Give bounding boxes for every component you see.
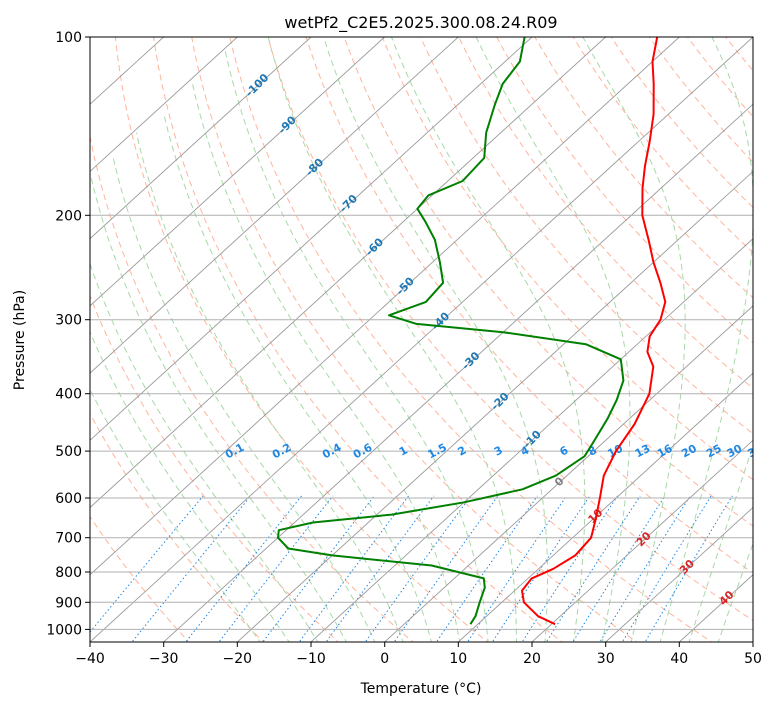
isotherm bbox=[604, 506, 753, 642]
y-axis-ticks: 100 200 300 400 500 600 700 800 900 1000 bbox=[46, 30, 90, 638]
mixing-ratio-line bbox=[131, 495, 252, 642]
mixing-ratio-line bbox=[90, 495, 204, 633]
x-tick-label: −40 bbox=[75, 651, 105, 667]
mixing-ratio-line bbox=[325, 495, 435, 642]
moist-adiabat bbox=[112, 157, 376, 642]
profiles bbox=[277, 37, 667, 626]
moist-adiabat bbox=[163, 114, 432, 642]
x-axis-ticks: −40 −30 −20 −10 0 10 20 30 40 50 bbox=[75, 642, 762, 667]
x-tick-label: 50 bbox=[744, 651, 762, 667]
moist-adiabat bbox=[90, 388, 261, 642]
moist-adiabat bbox=[90, 173, 347, 642]
isotherm bbox=[531, 439, 753, 642]
mixing-ratio-lines bbox=[90, 495, 733, 642]
y-tick-label: 300 bbox=[55, 313, 82, 329]
x-tick-label: 30 bbox=[597, 651, 615, 667]
mixing-ratio-line bbox=[262, 495, 375, 642]
moist-adiabat bbox=[90, 262, 319, 642]
y-tick-label: 500 bbox=[55, 444, 82, 460]
mixing-ratio-label: 13 bbox=[633, 442, 653, 461]
x-tick-label: 20 bbox=[523, 651, 541, 667]
x-tick-label: −10 bbox=[296, 651, 326, 667]
x-tick-label: −30 bbox=[149, 651, 179, 667]
mixing-ratio-line bbox=[298, 495, 409, 642]
y-tick-label: 800 bbox=[55, 565, 82, 581]
isotherm bbox=[236, 170, 753, 642]
isotherm bbox=[90, 37, 312, 240]
mixing-ratio-label: 25 bbox=[704, 442, 724, 461]
y-tick-label: 400 bbox=[55, 387, 82, 403]
y-tick-label: 900 bbox=[55, 595, 82, 611]
y-tick-label: 600 bbox=[55, 491, 82, 507]
isotherm bbox=[90, 37, 607, 509]
dry-adiabat bbox=[343, 37, 753, 527]
y-tick-label: 1000 bbox=[46, 622, 82, 638]
moist-adiabat bbox=[135, 132, 404, 642]
mixing-ratio-label: 30 bbox=[725, 442, 745, 461]
x-tick-label: −20 bbox=[223, 651, 253, 667]
plot-frame bbox=[89, 36, 754, 643]
isotherm bbox=[90, 37, 681, 576]
mixing-ratio-line bbox=[491, 495, 591, 642]
isotherm bbox=[90, 37, 239, 173]
mixing-ratio-line bbox=[185, 495, 302, 642]
dry-adiabat bbox=[90, 412, 265, 642]
isotherm bbox=[90, 37, 753, 642]
isotherm bbox=[310, 238, 753, 642]
mixing-ratio-line bbox=[644, 495, 733, 642]
mixing-ratio-line bbox=[364, 495, 472, 642]
y-axis-title: Pressure (hPa) bbox=[12, 290, 28, 390]
isotherm bbox=[162, 103, 753, 642]
moist-adiabat bbox=[90, 330, 290, 642]
dry-adiabat bbox=[305, 37, 753, 574]
y-tick-label: 100 bbox=[55, 30, 82, 46]
x-axis-title: Temperature (°C) bbox=[360, 681, 482, 697]
x-tick-label: 0 bbox=[380, 651, 389, 667]
x-tick-label: 10 bbox=[449, 651, 467, 667]
moist-adiabat bbox=[192, 83, 461, 642]
x-tick-label: 40 bbox=[670, 651, 688, 667]
dry-adiabat bbox=[267, 37, 753, 622]
y-tick-label: 700 bbox=[55, 531, 82, 547]
mixing-ratio-line bbox=[621, 495, 712, 642]
mixing-ratio-label: 16 bbox=[655, 442, 675, 461]
temperature-profile bbox=[521, 37, 667, 626]
dewpoint-profile bbox=[277, 37, 625, 625]
dry-adiabat bbox=[114, 37, 489, 642]
mixing-ratio-line bbox=[466, 495, 568, 642]
isotherm bbox=[383, 305, 753, 642]
isotherm bbox=[90, 37, 460, 374]
isotherm bbox=[457, 372, 753, 642]
dry-adiabat bbox=[534, 37, 753, 299]
mixing-ratio-line bbox=[599, 495, 691, 642]
isotherm bbox=[90, 37, 386, 307]
mixing-ratio-label: 36 bbox=[745, 442, 765, 461]
isotherms bbox=[90, 37, 753, 642]
mixing-ratio-label: 20 bbox=[679, 442, 699, 461]
mixing-ratio-line bbox=[435, 495, 538, 642]
mixing-ratio-line bbox=[218, 495, 334, 642]
y-tick-label: 200 bbox=[55, 208, 82, 224]
chart-title: wetPf2_C2E5.2025.300.08.24.R09 bbox=[284, 13, 557, 33]
isotherm bbox=[90, 37, 533, 441]
